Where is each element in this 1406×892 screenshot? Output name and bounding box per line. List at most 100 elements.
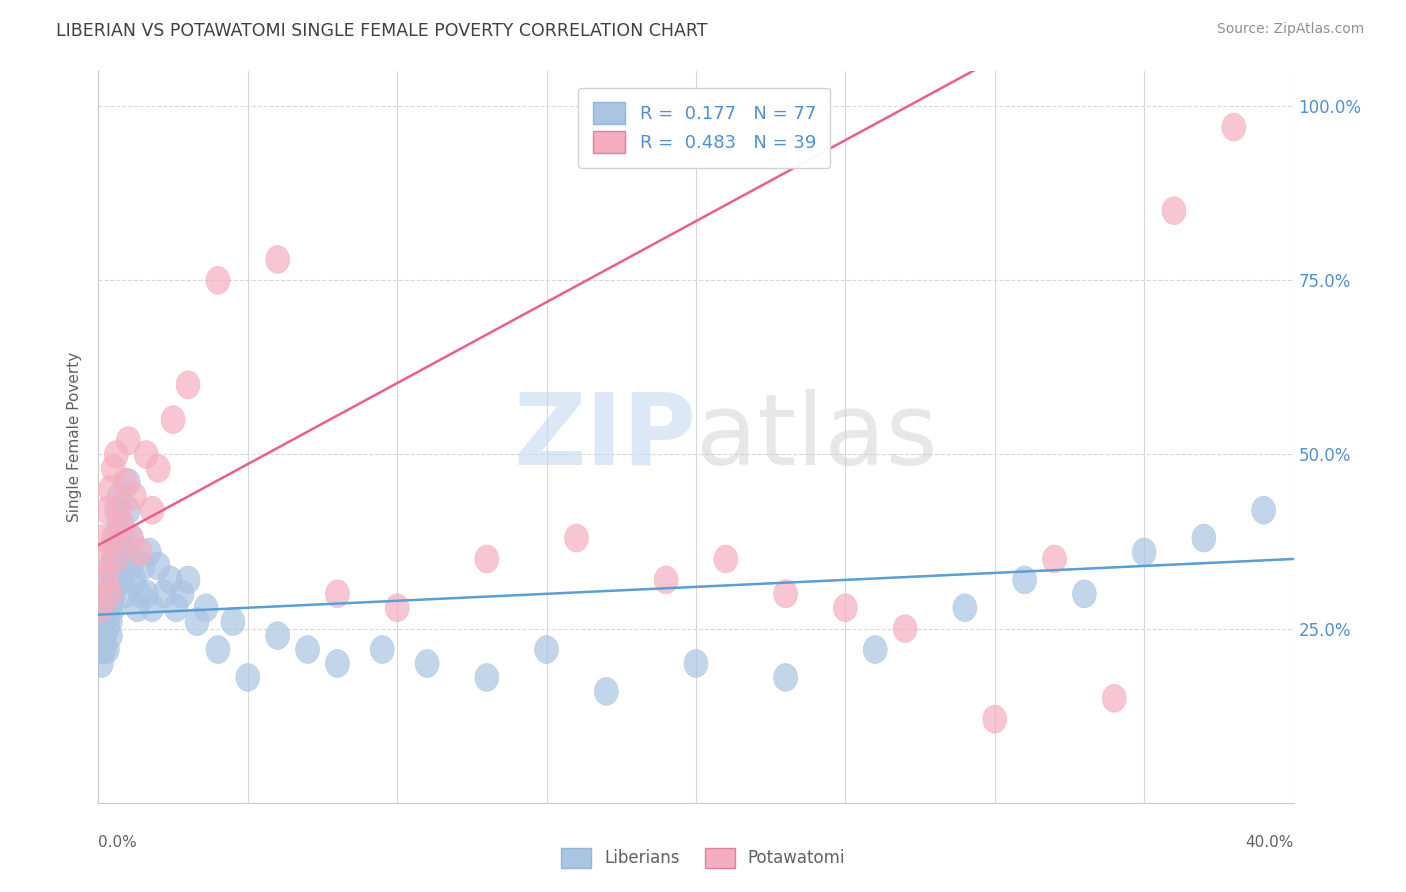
Ellipse shape <box>326 580 350 607</box>
Ellipse shape <box>114 580 138 607</box>
Ellipse shape <box>385 594 409 622</box>
Ellipse shape <box>207 636 231 664</box>
Ellipse shape <box>773 580 797 607</box>
Ellipse shape <box>114 538 138 566</box>
Ellipse shape <box>565 524 589 552</box>
Ellipse shape <box>120 552 143 580</box>
Ellipse shape <box>90 622 114 649</box>
Ellipse shape <box>93 545 117 573</box>
Ellipse shape <box>104 545 128 573</box>
Ellipse shape <box>1073 580 1097 607</box>
Ellipse shape <box>194 594 218 622</box>
Legend: Liberians, Potawatomi: Liberians, Potawatomi <box>554 841 852 875</box>
Ellipse shape <box>104 538 128 566</box>
Ellipse shape <box>93 636 117 664</box>
Ellipse shape <box>111 566 135 594</box>
Ellipse shape <box>141 594 165 622</box>
Ellipse shape <box>93 622 117 649</box>
Ellipse shape <box>107 510 131 538</box>
Ellipse shape <box>131 552 155 580</box>
Ellipse shape <box>96 580 120 607</box>
Ellipse shape <box>266 245 290 273</box>
Ellipse shape <box>101 552 125 580</box>
Ellipse shape <box>98 607 122 636</box>
Ellipse shape <box>117 426 141 455</box>
Ellipse shape <box>128 580 152 607</box>
Ellipse shape <box>104 441 128 468</box>
Ellipse shape <box>1161 197 1187 225</box>
Ellipse shape <box>475 545 499 573</box>
Ellipse shape <box>326 649 350 677</box>
Ellipse shape <box>415 649 439 677</box>
Ellipse shape <box>176 371 200 399</box>
Ellipse shape <box>111 524 135 552</box>
Ellipse shape <box>107 483 131 510</box>
Ellipse shape <box>98 622 122 649</box>
Ellipse shape <box>1012 566 1036 594</box>
Ellipse shape <box>98 552 122 580</box>
Ellipse shape <box>1192 524 1216 552</box>
Ellipse shape <box>96 566 120 594</box>
Ellipse shape <box>370 636 394 664</box>
Ellipse shape <box>104 524 128 552</box>
Ellipse shape <box>863 636 887 664</box>
Ellipse shape <box>120 524 143 552</box>
Ellipse shape <box>834 594 858 622</box>
Ellipse shape <box>983 706 1007 733</box>
Ellipse shape <box>1043 545 1067 573</box>
Ellipse shape <box>236 664 260 691</box>
Ellipse shape <box>120 524 143 552</box>
Ellipse shape <box>98 580 122 607</box>
Ellipse shape <box>266 622 290 649</box>
Ellipse shape <box>90 636 114 664</box>
Ellipse shape <box>122 566 146 594</box>
Ellipse shape <box>186 607 209 636</box>
Ellipse shape <box>101 524 125 552</box>
Ellipse shape <box>101 580 125 607</box>
Ellipse shape <box>96 601 120 629</box>
Ellipse shape <box>1251 496 1275 524</box>
Ellipse shape <box>107 496 131 524</box>
Ellipse shape <box>98 475 122 503</box>
Ellipse shape <box>93 607 117 636</box>
Ellipse shape <box>93 615 117 642</box>
Ellipse shape <box>107 538 131 566</box>
Ellipse shape <box>295 636 319 664</box>
Ellipse shape <box>475 664 499 691</box>
Ellipse shape <box>170 580 194 607</box>
Ellipse shape <box>98 580 122 607</box>
Text: ZIP: ZIP <box>513 389 696 485</box>
Ellipse shape <box>1132 538 1156 566</box>
Legend: R =  0.177   N = 77, R =  0.483   N = 39: R = 0.177 N = 77, R = 0.483 N = 39 <box>578 87 831 168</box>
Ellipse shape <box>90 594 114 622</box>
Text: 0.0%: 0.0% <box>98 835 138 850</box>
Ellipse shape <box>90 649 114 677</box>
Ellipse shape <box>165 594 188 622</box>
Ellipse shape <box>953 594 977 622</box>
Ellipse shape <box>135 441 159 468</box>
Ellipse shape <box>595 677 619 706</box>
Ellipse shape <box>96 615 120 642</box>
Ellipse shape <box>135 580 159 607</box>
Ellipse shape <box>117 496 141 524</box>
Ellipse shape <box>773 664 797 691</box>
Ellipse shape <box>104 496 128 524</box>
Ellipse shape <box>114 468 138 496</box>
Ellipse shape <box>93 594 117 622</box>
Ellipse shape <box>685 649 709 677</box>
Ellipse shape <box>117 468 141 496</box>
Ellipse shape <box>96 594 120 622</box>
Ellipse shape <box>96 566 120 594</box>
Y-axis label: Single Female Poverty: Single Female Poverty <box>67 352 83 522</box>
Ellipse shape <box>714 545 738 573</box>
Ellipse shape <box>96 496 120 524</box>
Ellipse shape <box>125 594 149 622</box>
Ellipse shape <box>162 406 186 434</box>
Ellipse shape <box>207 267 231 294</box>
Ellipse shape <box>152 580 176 607</box>
Text: 40.0%: 40.0% <box>1246 835 1294 850</box>
Ellipse shape <box>128 538 152 566</box>
Text: LIBERIAN VS POTAWATOMI SINGLE FEMALE POVERTY CORRELATION CHART: LIBERIAN VS POTAWATOMI SINGLE FEMALE POV… <box>56 22 707 40</box>
Ellipse shape <box>146 552 170 580</box>
Ellipse shape <box>122 483 146 510</box>
